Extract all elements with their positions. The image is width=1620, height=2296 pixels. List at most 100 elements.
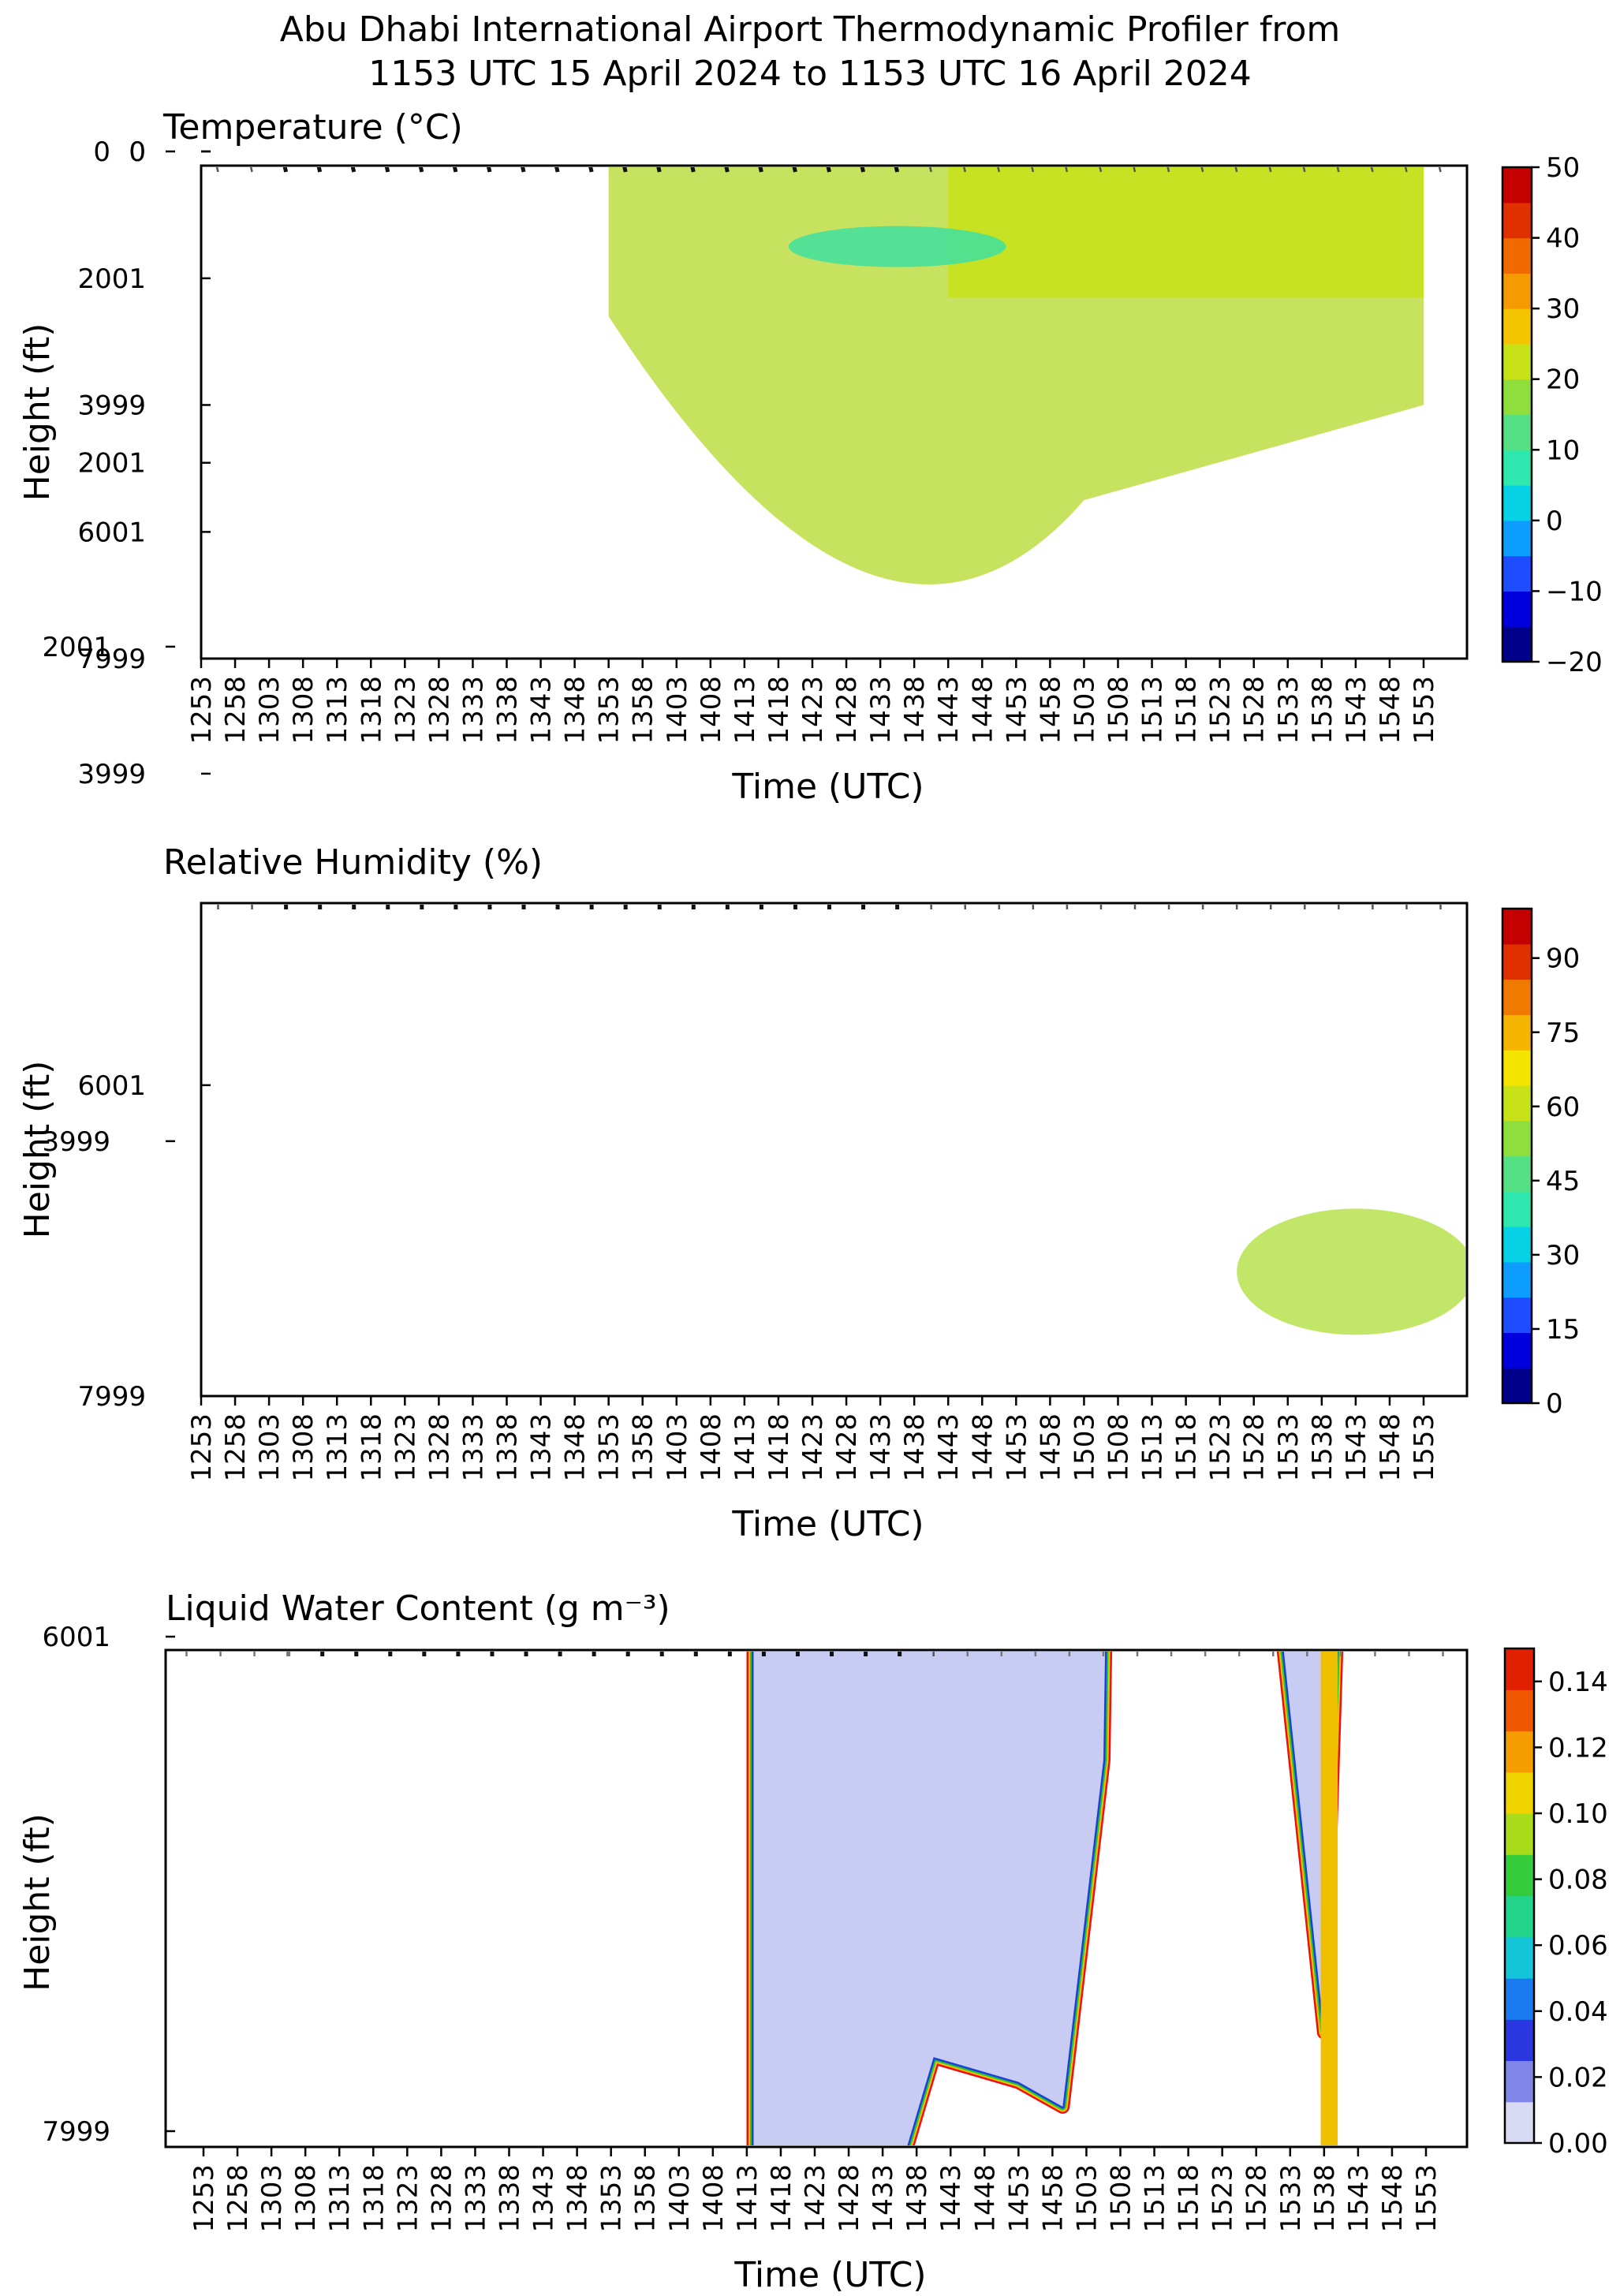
humidity-y-axis: 0 2001 3999 6001 7999	[77, 136, 211, 1413]
colorbar-tick-label: 15	[1546, 1314, 1580, 1346]
x-tick-label: 1523	[1205, 1413, 1237, 1482]
temperature-x-axis-label: Time (UTC)	[731, 767, 924, 807]
colorbar-tick-label: 0	[1546, 506, 1563, 537]
x-tick-label: 1443	[933, 1413, 965, 1482]
colorbar-tick-label: 90	[1546, 943, 1580, 975]
y-tick-label: 3999	[42, 1126, 110, 1158]
x-tick-label: 1348	[560, 1413, 592, 1482]
temperature-panel-title: Temperature (°C)	[162, 107, 463, 147]
x-tick-label: 1503	[1069, 1413, 1100, 1482]
colorbar-tick-label: 40	[1546, 223, 1580, 255]
colorbar-tick-label: 60	[1546, 1092, 1580, 1123]
humidity-panel-title: Relative Humidity (%)	[163, 842, 543, 883]
y-tick-label: 3999	[77, 759, 146, 790]
x-tick-label: 1443	[935, 2164, 967, 2233]
x-tick-label: 1403	[664, 2164, 696, 2233]
x-tick-label: 1258	[220, 1413, 252, 1482]
x-tick-label: 1508	[1106, 2164, 1137, 2233]
colorbar-tick-label: 75	[1546, 1017, 1580, 1049]
x-tick-label: 1423	[797, 1413, 829, 1482]
colorbar-tick-label: 0.14	[1548, 1667, 1608, 1698]
x-tick-label: 1353	[594, 676, 625, 745]
y-tick-label: 3999	[77, 390, 146, 421]
x-tick-label: 1548	[1375, 1413, 1406, 1482]
x-tick-label: 1353	[594, 1413, 625, 1482]
x-tick-label: 1523	[1208, 2164, 1239, 2233]
temperature-y-axis-label: Height (ft)	[17, 323, 58, 502]
x-tick-label: 1448	[967, 1413, 999, 1482]
x-tick-label: 1458	[1035, 676, 1066, 745]
x-tick-label: 1333	[457, 1413, 489, 1482]
x-tick-label: 1423	[800, 2164, 831, 2233]
humidity-x-axis-label: Time (UTC)	[731, 1504, 924, 1544]
x-tick-label: 1418	[763, 676, 795, 745]
x-tick-label: 1328	[426, 2164, 457, 2233]
x-tick-label: 1503	[1069, 676, 1100, 745]
x-tick-label: 1313	[324, 2164, 356, 2233]
y-tick-label: 2001	[42, 632, 110, 663]
humidity-x-axis: 1253 1258 1303 1308 1313 1318 1323 1328 1333 1338…	[186, 1396, 1440, 1482]
x-tick-label: 1318	[358, 2164, 390, 2233]
x-tick-label: 1428	[831, 676, 863, 745]
y-tick-label: 6001	[77, 1070, 146, 1102]
x-tick-label: 1538	[1307, 676, 1338, 745]
x-tick-label: 1453	[1003, 2164, 1035, 2233]
x-tick-label: 1343	[528, 2164, 560, 2233]
x-tick-label: 1553	[1409, 676, 1440, 745]
temperature-colorbar: 50 40 30 20 10 0 −10 −20	[1501, 152, 1603, 678]
x-tick-label: 1403	[662, 676, 693, 745]
x-tick-label: 1308	[288, 676, 319, 745]
x-tick-label: 1433	[868, 2164, 899, 2233]
lwc-colorbar: 0.14 0.12 0.10 0.08 0.06 0.04 0.02 0.00	[1503, 1647, 1608, 2160]
x-tick-label: 1538	[1307, 1413, 1338, 1482]
lwc-x-axis-label: Time (UTC)	[733, 2255, 926, 2295]
colorbar-tick-label: 0	[1546, 1388, 1563, 1420]
x-tick-label: 1253	[186, 1413, 218, 1482]
x-tick-label: 1303	[254, 676, 286, 745]
lwc-plot-frame	[164, 1648, 1469, 2149]
humidity-panel: Relative Humidity (%) 1253 1258 1303 1308 13…	[17, 136, 1580, 1544]
x-tick-label: 1258	[222, 2164, 254, 2233]
x-tick-label: 1428	[831, 1413, 863, 1482]
x-tick-label: 1448	[967, 676, 999, 745]
x-tick-label: 1343	[526, 676, 558, 745]
x-tick-label: 1433	[865, 676, 897, 745]
x-tick-label: 1358	[630, 2164, 662, 2233]
temperature-wind-barbs	[215, 167, 1442, 173]
x-tick-label: 1543	[1341, 1413, 1372, 1482]
x-tick-label: 1433	[865, 1413, 897, 1482]
x-tick-label: 1543	[1341, 676, 1372, 745]
lwc-field	[167, 1652, 1465, 2145]
y-tick-label: 7999	[77, 1381, 146, 1413]
lwc-y-axis: 0 2001 3999 6001 7999	[42, 136, 175, 2148]
x-tick-label: 1428	[834, 2164, 865, 2233]
humidity-colorbar: 90 75 60 45 30 15 0	[1501, 907, 1580, 1420]
temperature-field	[203, 167, 1465, 657]
temperature-y-axis: 0 2001 3999 6001 7999	[77, 136, 211, 675]
x-tick-label: 1508	[1103, 1413, 1135, 1482]
y-tick-label: 7999	[42, 2116, 110, 2148]
y-tick-label: 0	[129, 136, 146, 168]
x-tick-label: 1548	[1377, 2164, 1409, 2233]
x-tick-label: 1338	[495, 2164, 526, 2233]
x-tick-label: 1553	[1409, 1413, 1440, 1482]
x-tick-label: 1318	[356, 1413, 387, 1482]
x-tick-label: 1503	[1071, 2164, 1103, 2233]
colorbar-tick-label: 0.12	[1548, 1732, 1608, 1764]
x-tick-label: 1528	[1241, 2164, 1273, 2233]
humidity-y-axis-label: Height (ft)	[17, 1061, 58, 1239]
humidity-plot-frame	[200, 902, 1469, 1398]
y-tick-label: 6001	[77, 517, 146, 548]
x-tick-label: 1513	[1140, 2164, 1171, 2233]
x-tick-label: 1333	[457, 676, 489, 745]
x-tick-label: 1338	[492, 1413, 524, 1482]
colorbar-tick-label: 30	[1546, 293, 1580, 325]
y-tick-label: 0	[93, 136, 110, 168]
x-tick-label: 1328	[424, 1413, 455, 1482]
x-tick-label: 1408	[696, 676, 727, 745]
x-tick-label: 1523	[1205, 676, 1237, 745]
x-tick-label: 1438	[899, 1413, 931, 1482]
x-tick-label: 1458	[1035, 1413, 1066, 1482]
x-tick-label: 1458	[1037, 2164, 1069, 2233]
